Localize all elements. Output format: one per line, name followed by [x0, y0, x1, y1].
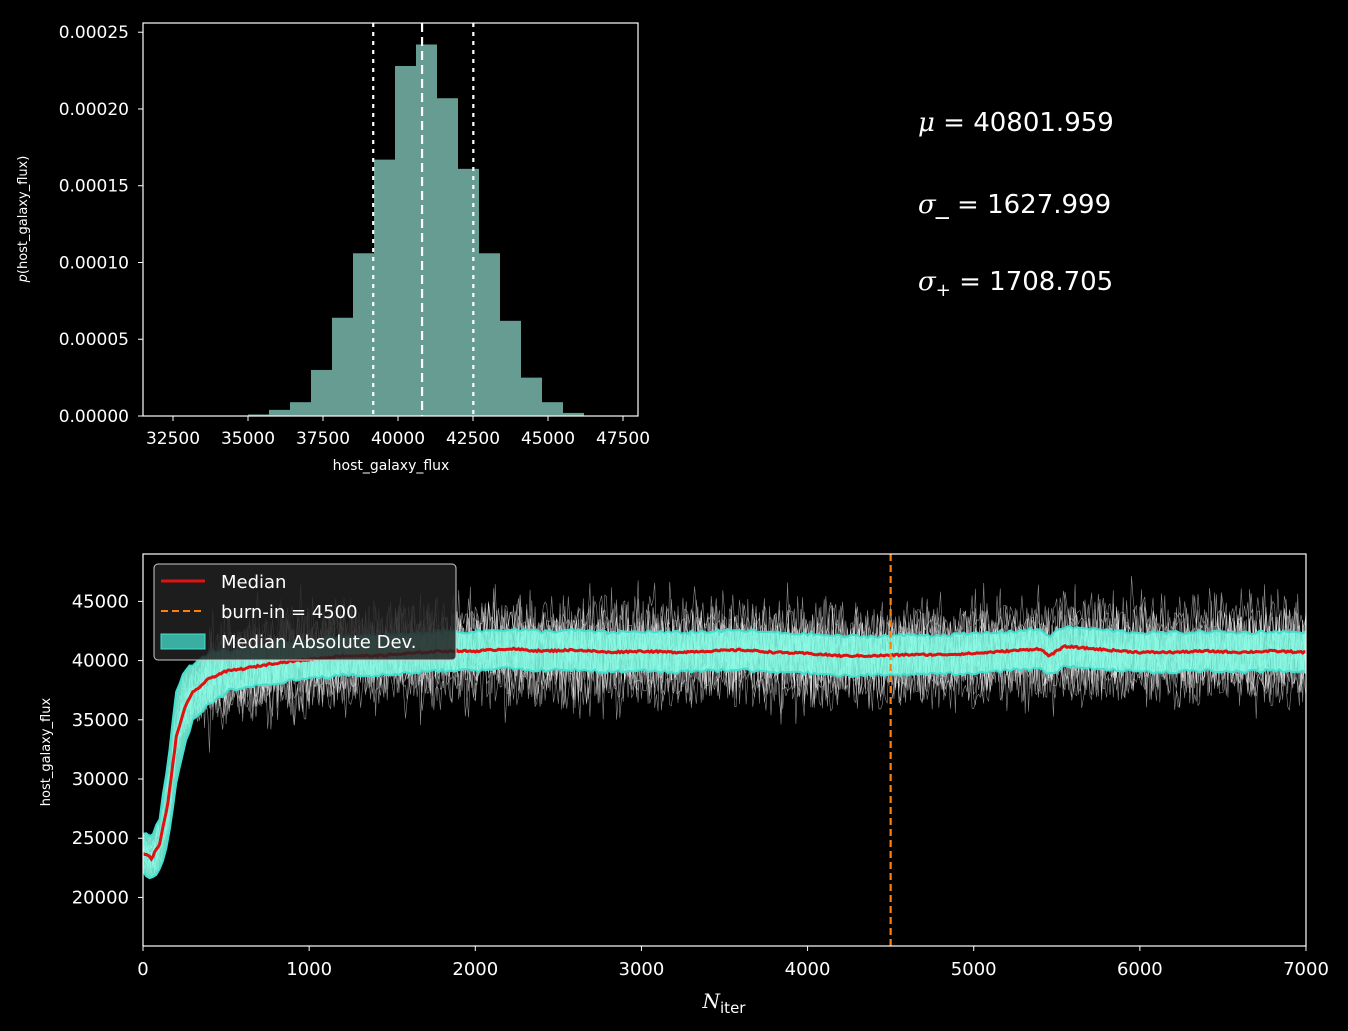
histogram-bar-5 [353, 253, 374, 416]
histogram-bar-8 [416, 44, 437, 416]
histogram-y-tick-label: 0.00025 [59, 23, 129, 43]
legend-mad-swatch [160, 633, 206, 650]
trace-y-tick-label: 25000 [72, 828, 129, 849]
sigma-minus-symbol: σ [918, 190, 936, 220]
histogram-bar-11 [479, 253, 500, 416]
histogram-y-label: p(host_galaxy_flux) [16, 156, 31, 284]
histogram-x-tick-label: 37500 [296, 429, 350, 449]
histogram-bar-14 [542, 402, 563, 416]
trace-x-tick-label: 5000 [951, 959, 997, 980]
histogram-bar-12 [500, 320, 521, 416]
histogram-x-ticks: 32500 35000 37500 40000 42500 45000 47500 [146, 416, 650, 449]
trace-x-tick-label: 7000 [1283, 959, 1329, 980]
trace-y-ticks: 20000 25000 30000 35000 40000 45000 [72, 591, 143, 908]
histogram-x-label: host_galaxy_flux [333, 458, 450, 474]
mu-value: = 40801.959 [934, 108, 1114, 138]
trace-x-tick-label: 4000 [785, 959, 831, 980]
histogram-y-tick-label: 0.00020 [59, 100, 129, 120]
trace-x-tick-label: 3000 [619, 959, 665, 980]
mad-band [143, 626, 1306, 879]
histogram-bar-9 [437, 98, 458, 416]
trace-y-tick-label: 20000 [72, 887, 129, 908]
y-label-p: p [16, 274, 31, 283]
mad-band-lower-edge [143, 664, 1306, 880]
sigma-plus-value: = 1708.705 [950, 267, 1114, 297]
x-label-n: N [702, 989, 722, 1013]
trace-y-tick-label: 45000 [72, 591, 129, 612]
y-label-close: ) [16, 156, 31, 161]
histogram-y-tick-label: 0.00010 [59, 253, 129, 273]
histogram-bars [248, 44, 584, 416]
trace-y-label: host_galaxy_flux [39, 698, 54, 807]
trace-x-tick-label: 0 [137, 959, 148, 980]
legend-mad-label: Median Absolute Dev. [221, 632, 417, 653]
histogram-y-tick-label: 0.00000 [59, 407, 129, 427]
trace-x-label: Niter [702, 989, 747, 1017]
histogram-x-tick-label: 42500 [446, 429, 500, 449]
legend-burn-in-label: burn-in = 4500 [221, 602, 358, 623]
histogram-bar-6 [374, 159, 395, 416]
trace-panel: 0 1000 2000 3000 4000 5000 6000 7000 20000 25000… [39, 553, 1329, 1017]
sigma-plus-symbol: σ [918, 267, 936, 297]
histogram-bar-1 [269, 409, 290, 416]
trace-x-ticks: 0 1000 2000 3000 4000 5000 6000 7000 [137, 946, 1329, 980]
histogram-y-tick-label: 0.00005 [59, 330, 129, 350]
histogram-panel: 32500 35000 37500 40000 42500 45000 47500 0.00… [16, 22, 650, 474]
trace-x-tick-label: 6000 [1117, 959, 1163, 980]
trace-x-tick-label: 2000 [452, 959, 498, 980]
histogram-bar-15 [563, 412, 584, 416]
trace-x-tick-label: 1000 [286, 959, 332, 980]
legend: Median burn-in = 4500 Median Absolute De… [153, 563, 457, 661]
histogram-bar-2 [290, 402, 311, 416]
histogram-axes-frame [142, 22, 639, 417]
histogram-bar-3 [311, 369, 332, 416]
legend-median-label: Median [221, 572, 286, 593]
histogram-bar-13 [521, 377, 542, 416]
y-label-open: ( [16, 269, 31, 274]
stat-mu: μ = 40801.959 [918, 108, 1114, 138]
mu-symbol: μ [918, 108, 935, 138]
sigma-minus-value: = 1627.999 [948, 190, 1112, 220]
x-label-sub: iter [720, 999, 746, 1017]
histogram-bar-0 [248, 414, 269, 416]
histogram-x-tick-label: 45000 [521, 429, 575, 449]
sigma-minus-sub: _ [935, 190, 949, 220]
histogram-y-ticks: 0.00000 0.00005 0.00010 0.00015 0.00020 0.000… [59, 23, 143, 427]
trace-y-tick-label: 35000 [72, 710, 129, 731]
trace-axes-frame [142, 553, 1307, 947]
y-label-var: host_galaxy_flux [16, 160, 31, 269]
histogram-x-tick-label: 40000 [371, 429, 425, 449]
histogram-bar-10 [458, 168, 479, 416]
quantile-lines [372, 23, 475, 416]
trace-y-tick-label: 40000 [72, 651, 129, 672]
histogram-bar-7 [395, 65, 416, 416]
histogram-x-tick-label: 35000 [221, 429, 275, 449]
histogram-y-tick-label: 0.00015 [59, 177, 129, 197]
histogram-x-tick-label: 32500 [146, 429, 200, 449]
histogram-bar-4 [332, 317, 353, 416]
stat-sigma-minus: σ_ = 1627.999 [918, 190, 1111, 220]
sigma-plus-sub: + [935, 280, 951, 302]
stat-sigma-plus: σ+ = 1708.705 [918, 267, 1113, 301]
legend-box [153, 563, 457, 661]
histogram-x-tick-label: 47500 [596, 429, 650, 449]
trace-y-tick-label: 30000 [72, 769, 129, 790]
